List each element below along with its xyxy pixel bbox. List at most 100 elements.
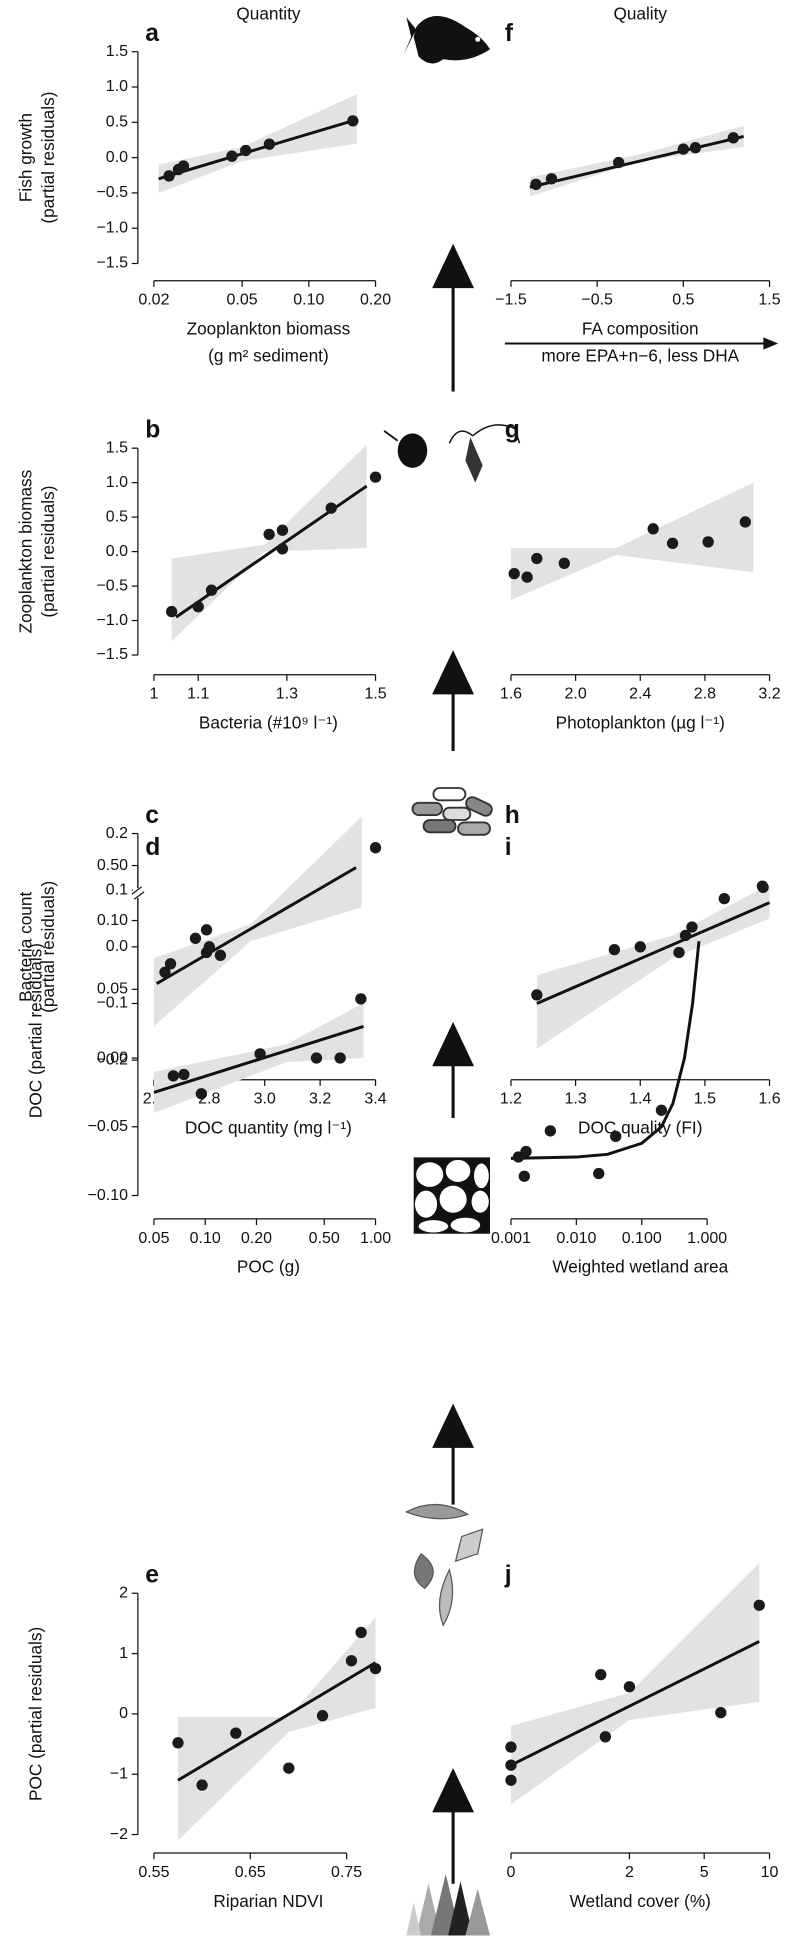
x-tick-label: 1.6 bbox=[500, 686, 522, 703]
y-tick-label: −0.10 bbox=[88, 1187, 129, 1204]
y-tick-label: −1.5 bbox=[96, 646, 128, 663]
point bbox=[159, 966, 171, 978]
y-tick-label: 1.0 bbox=[106, 78, 128, 95]
point bbox=[283, 1762, 295, 1774]
x-tick-label: 3.2 bbox=[758, 686, 780, 703]
x-tick-label: 2.8 bbox=[694, 686, 716, 703]
point bbox=[727, 132, 739, 144]
axis-break-gap bbox=[132, 888, 143, 898]
panel-letter: d bbox=[145, 834, 160, 861]
point bbox=[200, 924, 213, 936]
tree-icon bbox=[406, 1873, 491, 1936]
point bbox=[177, 160, 190, 172]
point bbox=[263, 528, 275, 541]
y-tick-label: 0 bbox=[119, 1705, 128, 1722]
point bbox=[172, 1737, 184, 1749]
y-tick-label: 0.0 bbox=[106, 149, 128, 166]
x-tick-label: 0.20 bbox=[241, 1230, 272, 1247]
x-tick-label: 5 bbox=[700, 1864, 709, 1881]
fit-line bbox=[155, 866, 357, 985]
x-tick-label: 1.3 bbox=[276, 686, 298, 703]
y-tick-label: 0.5 bbox=[106, 508, 128, 525]
point bbox=[558, 557, 570, 569]
y-tick-label: 0.2 bbox=[106, 825, 128, 842]
x-tick-label: 0.100 bbox=[622, 1230, 662, 1247]
point bbox=[718, 893, 730, 905]
y-tick-label: 0.05 bbox=[97, 981, 128, 998]
x-tick-label: 3.0 bbox=[254, 1091, 276, 1108]
point bbox=[689, 142, 702, 154]
point bbox=[505, 1774, 517, 1786]
leaf-icon bbox=[404, 1503, 484, 1627]
panel-letter: f bbox=[505, 20, 514, 47]
point bbox=[677, 143, 690, 155]
point bbox=[686, 921, 698, 933]
x-axis-label: DOC quantity (mg l⁻¹) bbox=[185, 1118, 352, 1138]
x-axis-label: Wetland cover (%) bbox=[570, 1891, 711, 1911]
x-tick-label: 1.1 bbox=[187, 686, 209, 703]
x-tick-label: 1.3 bbox=[564, 1091, 586, 1108]
x-axis-label: more EPA+n−6, less DHA bbox=[541, 346, 739, 366]
y-tick-label: 0.5 bbox=[106, 114, 128, 131]
y-tick-label: −1 bbox=[110, 1765, 128, 1782]
point bbox=[167, 1070, 179, 1082]
arrow-head bbox=[432, 1403, 475, 1448]
point bbox=[530, 178, 542, 191]
point bbox=[505, 1759, 517, 1771]
point bbox=[531, 989, 543, 1001]
confidence-band bbox=[510, 482, 754, 600]
y-axis-label: Zooplankton biomass bbox=[16, 470, 36, 634]
point bbox=[593, 1167, 605, 1180]
point bbox=[263, 138, 276, 150]
point bbox=[655, 1104, 668, 1116]
point bbox=[369, 471, 382, 483]
x-tick-label: 0.02 bbox=[138, 292, 169, 309]
point bbox=[613, 156, 625, 169]
pore-icon bbox=[413, 1157, 491, 1234]
confidence-band bbox=[510, 1563, 760, 1805]
x-axis-label: Zooplankton biomass bbox=[187, 319, 351, 339]
x-axis-label: Bacteria (#10⁹ l⁻¹) bbox=[199, 713, 338, 733]
x-tick-label: 1.2 bbox=[500, 1091, 522, 1108]
confidence-band bbox=[177, 1617, 376, 1841]
point bbox=[647, 523, 659, 535]
panel-letter: c bbox=[145, 802, 159, 829]
point bbox=[196, 1779, 208, 1791]
confidence-band bbox=[171, 444, 367, 642]
point bbox=[599, 1731, 612, 1743]
fit-line bbox=[510, 941, 701, 1160]
point bbox=[334, 1052, 346, 1064]
point bbox=[230, 1727, 242, 1739]
x-tick-label: 1.6 bbox=[758, 1091, 780, 1108]
y-axis-label: Bacteria count bbox=[16, 892, 36, 1002]
point bbox=[545, 173, 558, 185]
x-tick-label: 0.001 bbox=[491, 1230, 531, 1247]
y-axis-label: (partial residuals) bbox=[38, 486, 58, 618]
point bbox=[673, 946, 685, 959]
y-tick-label: −1.0 bbox=[96, 612, 128, 629]
y-tick-label: 1.5 bbox=[106, 439, 128, 456]
point bbox=[189, 932, 202, 944]
bacteria-icon bbox=[411, 787, 493, 836]
y-tick-label: −2 bbox=[110, 1826, 128, 1843]
x-tick-label: 2.4 bbox=[629, 686, 651, 703]
point bbox=[195, 1088, 208, 1100]
point bbox=[666, 537, 679, 549]
panel-letter: a bbox=[145, 20, 159, 47]
point bbox=[240, 144, 252, 157]
x-tick-label: 0.05 bbox=[138, 1230, 169, 1247]
point bbox=[164, 958, 177, 970]
point bbox=[508, 567, 520, 580]
point bbox=[521, 571, 533, 583]
y-tick-label: 0.1 bbox=[106, 881, 128, 898]
x-tick-label: 3.2 bbox=[309, 1091, 331, 1108]
point bbox=[369, 1662, 382, 1675]
arrow-head bbox=[432, 1768, 475, 1813]
point bbox=[715, 1707, 727, 1719]
panel-letter: j bbox=[504, 1561, 512, 1588]
axis-break bbox=[133, 891, 145, 900]
y-tick-label: 0.00 bbox=[97, 1049, 128, 1066]
x-tick-label: 0.5 bbox=[672, 292, 694, 309]
x-tick-label: 1.5 bbox=[694, 1091, 716, 1108]
